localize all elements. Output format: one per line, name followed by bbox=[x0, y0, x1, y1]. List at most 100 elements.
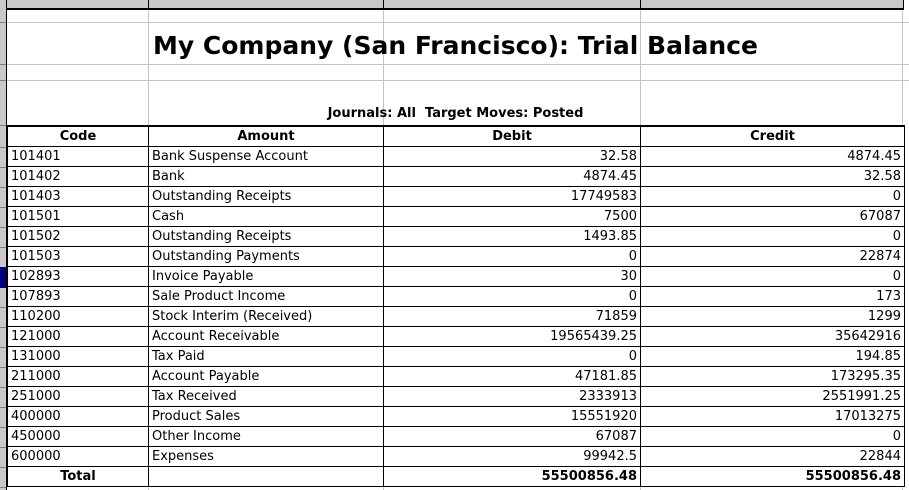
cell-credit[interactable]: 0 bbox=[640, 226, 905, 247]
table-row: 101401 Bank Suspense Account 32.58 4874.45 bbox=[7, 146, 905, 167]
cell-debit[interactable]: 67087 bbox=[383, 426, 641, 447]
cell-amount[interactable]: Invoice Payable bbox=[148, 266, 384, 287]
row-header-separator bbox=[0, 447, 6, 448]
cell-amount[interactable]: Other Income bbox=[148, 426, 384, 447]
cell-code[interactable]: 211000 bbox=[7, 366, 149, 387]
table-row: 600000 Expenses 99942.5 22844 bbox=[7, 446, 905, 467]
gridline bbox=[7, 64, 909, 65]
table-row: 107893 Sale Product Income 0 173 bbox=[7, 286, 905, 307]
cell-amount[interactable]: Outstanding Receipts bbox=[148, 186, 384, 207]
cell-amount[interactable]: Cash bbox=[148, 206, 384, 227]
selected-row-header-marker bbox=[0, 267, 6, 288]
total-credit[interactable]: 55500856.48 bbox=[640, 466, 905, 487]
cell-amount[interactable]: Tax Received bbox=[148, 386, 384, 407]
report-title[interactable]: My Company (San Francisco): Trial Balanc… bbox=[153, 31, 758, 60]
table-footer: Total 55500856.48 55500856.48 bbox=[7, 466, 905, 487]
cell-debit[interactable]: 99942.5 bbox=[383, 446, 641, 467]
cell-amount[interactable]: Bank Suspense Account bbox=[148, 146, 384, 167]
row-header-separator bbox=[0, 147, 6, 148]
cell-debit[interactable]: 0 bbox=[383, 286, 641, 307]
cell-credit[interactable]: 0 bbox=[640, 266, 905, 287]
cell-credit[interactable]: 1299 bbox=[640, 306, 905, 327]
cell-debit[interactable]: 1493.85 bbox=[383, 226, 641, 247]
column-header-credit[interactable]: Credit bbox=[640, 125, 905, 147]
row-header-separator bbox=[0, 427, 6, 428]
cell-credit[interactable]: 0 bbox=[640, 186, 905, 207]
cell-debit[interactable]: 19565439.25 bbox=[383, 326, 641, 347]
cell-debit[interactable]: 15551920 bbox=[383, 406, 641, 427]
table-header: Code Amount Debit Credit bbox=[7, 125, 905, 147]
cell-border bbox=[383, 0, 384, 8]
gridline bbox=[7, 80, 909, 81]
table-row: 101502 Outstanding Receipts 1493.85 0 bbox=[7, 226, 905, 247]
cell-credit[interactable]: 2551991.25 bbox=[640, 386, 905, 407]
report-filters[interactable]: Journals: All Target Moves: Posted bbox=[327, 106, 584, 121]
cell-amount[interactable]: Account Receivable bbox=[148, 326, 384, 347]
row-header-separator bbox=[0, 487, 6, 488]
cell-debit[interactable]: 0 bbox=[383, 246, 641, 267]
cell-code[interactable]: 101502 bbox=[7, 226, 149, 247]
cell-amount[interactable]: Product Sales bbox=[148, 406, 384, 427]
cell-credit[interactable]: 35642916 bbox=[640, 326, 905, 347]
cell-amount[interactable]: Stock Interim (Received) bbox=[148, 306, 384, 327]
table-body: 101401 Bank Suspense Account 32.58 4874.45 1… bbox=[7, 146, 905, 467]
cell-credit[interactable]: 0 bbox=[640, 426, 905, 447]
total-amount-empty-cell[interactable] bbox=[148, 466, 384, 487]
cell-amount[interactable]: Tax Paid bbox=[148, 346, 384, 367]
cell-amount[interactable]: Outstanding Payments bbox=[148, 246, 384, 267]
cell-debit[interactable]: 7500 bbox=[383, 206, 641, 227]
row-header-separator bbox=[0, 347, 6, 348]
cell-amount[interactable]: Outstanding Receipts bbox=[148, 226, 384, 247]
cell-credit[interactable]: 173 bbox=[640, 286, 905, 307]
row-header-separator bbox=[0, 307, 6, 308]
cell-debit[interactable]: 47181.85 bbox=[383, 366, 641, 387]
cell-credit[interactable]: 22874 bbox=[640, 246, 905, 267]
row-header-separator bbox=[0, 407, 6, 408]
cell-code[interactable]: 110200 bbox=[7, 306, 149, 327]
cell-amount[interactable]: Sale Product Income bbox=[148, 286, 384, 307]
cell-code[interactable]: 131000 bbox=[7, 346, 149, 367]
total-debit[interactable]: 55500856.48 bbox=[383, 466, 641, 487]
cell-credit[interactable]: 67087 bbox=[640, 206, 905, 227]
row-header-separator bbox=[0, 367, 6, 368]
cell-code[interactable]: 101402 bbox=[7, 166, 149, 187]
cell-debit[interactable]: 32.58 bbox=[383, 146, 641, 167]
cell-debit[interactable]: 30 bbox=[383, 266, 641, 287]
cell-amount[interactable]: Bank bbox=[148, 166, 384, 187]
cell-credit[interactable]: 17013275 bbox=[640, 406, 905, 427]
cell-code[interactable]: 101403 bbox=[7, 186, 149, 207]
total-label[interactable]: Total bbox=[7, 466, 149, 487]
cell-credit[interactable]: 4874.45 bbox=[640, 146, 905, 167]
cell-code[interactable]: 400000 bbox=[7, 406, 149, 427]
cell-debit[interactable]: 17749583 bbox=[383, 186, 641, 207]
cell-credit[interactable]: 173295.35 bbox=[640, 366, 905, 387]
cell-amount[interactable]: Expenses bbox=[148, 446, 384, 467]
cell-code[interactable]: 121000 bbox=[7, 326, 149, 347]
cell-debit[interactable]: 0 bbox=[383, 346, 641, 367]
column-header-amount[interactable]: Amount bbox=[148, 125, 384, 147]
cell-amount[interactable]: Account Payable bbox=[148, 366, 384, 387]
cell-code[interactable]: 600000 bbox=[7, 446, 149, 467]
cell-code[interactable]: 101501 bbox=[7, 206, 149, 227]
cell-code[interactable]: 102893 bbox=[7, 266, 149, 287]
cell-credit[interactable]: 22844 bbox=[640, 446, 905, 467]
cell-code[interactable]: 101503 bbox=[7, 246, 149, 267]
cell-debit[interactable]: 2333913 bbox=[383, 386, 641, 407]
column-header-code[interactable]: Code bbox=[7, 125, 149, 147]
cell-debit[interactable]: 71859 bbox=[383, 306, 641, 327]
cell-credit[interactable]: 32.58 bbox=[640, 166, 905, 187]
table-row: 101402 Bank 4874.45 32.58 bbox=[7, 166, 905, 187]
cell-debit[interactable]: 4874.45 bbox=[383, 166, 641, 187]
cell-credit[interactable]: 194.85 bbox=[640, 346, 905, 367]
cell-border bbox=[148, 0, 149, 8]
cell-code[interactable]: 251000 bbox=[7, 386, 149, 407]
row-header-strip[interactable] bbox=[0, 0, 7, 490]
cell-code[interactable]: 450000 bbox=[7, 426, 149, 447]
gridline bbox=[7, 22, 909, 23]
row-header-separator bbox=[0, 227, 6, 228]
cell-code[interactable]: 107893 bbox=[7, 286, 149, 307]
cell-code[interactable]: 101401 bbox=[7, 146, 149, 167]
column-header-debit[interactable]: Debit bbox=[383, 125, 641, 147]
table-row: 110200 Stock Interim (Received) 71859 1299 bbox=[7, 306, 905, 327]
row-header-separator bbox=[0, 387, 6, 388]
